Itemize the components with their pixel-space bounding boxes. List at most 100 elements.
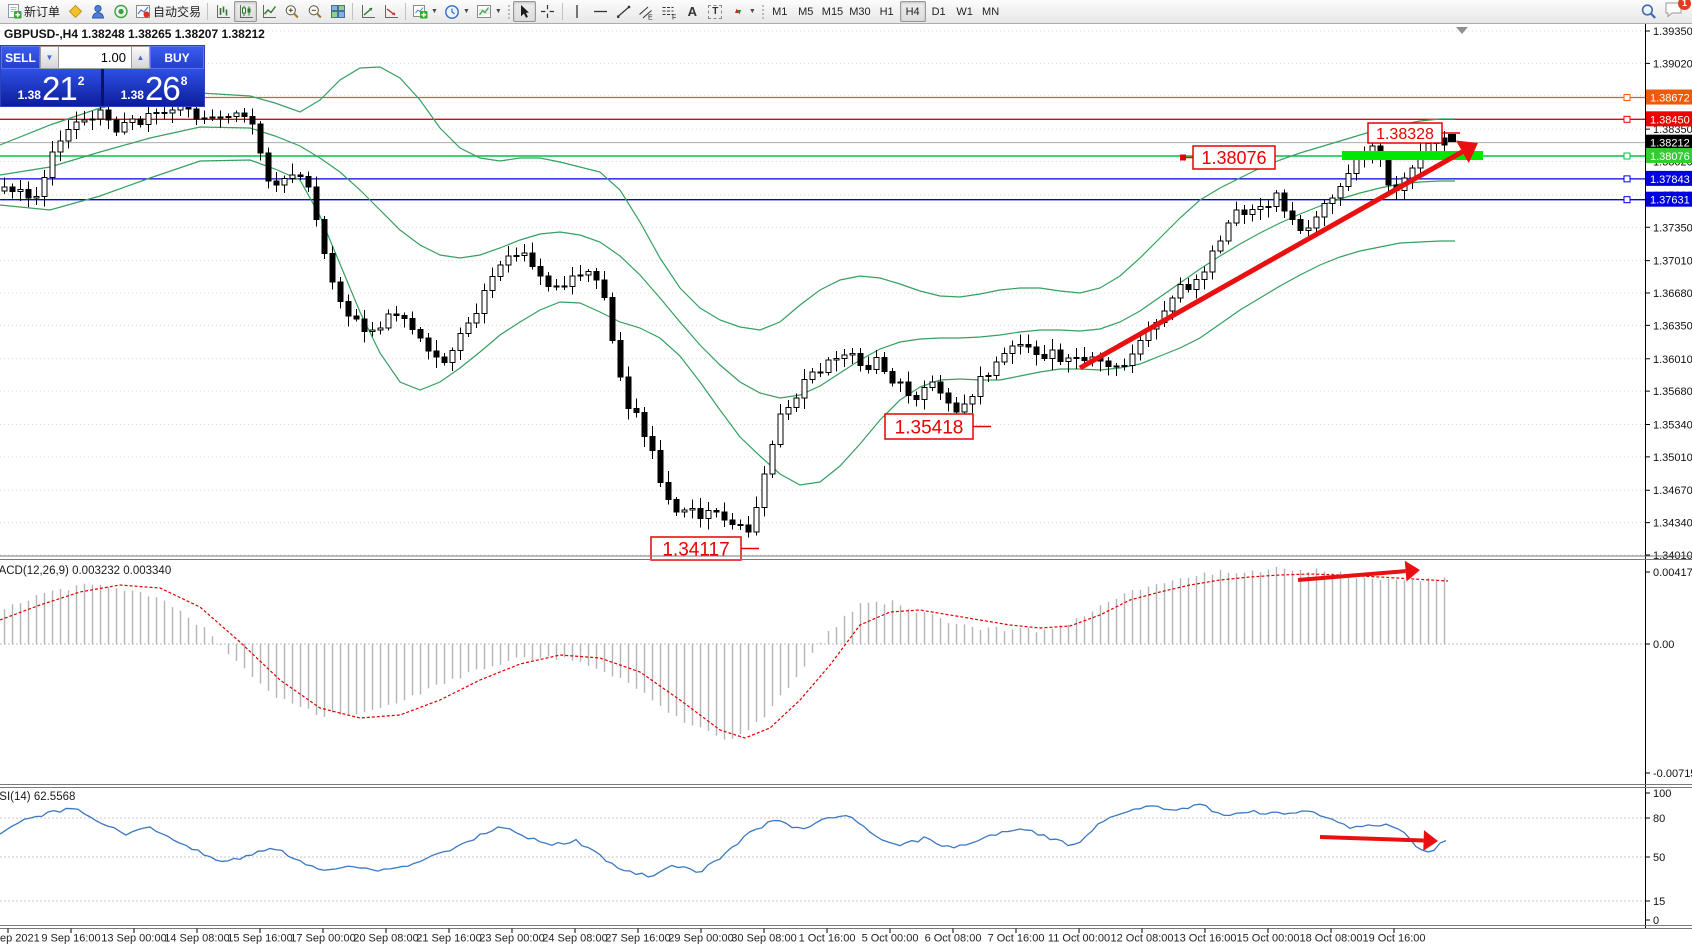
svg-text:1.38076: 1.38076: [1201, 148, 1266, 168]
chat-button[interactable]: 1: [1664, 0, 1691, 23]
svg-text:1.37010: 1.37010: [1653, 256, 1692, 268]
rsi-indicator-label: RSI(14) 62.5568: [0, 791, 75, 803]
svg-text:1.38212: 1.38212: [1650, 138, 1690, 150]
timeframe-button-MN[interactable]: MN: [982, 5, 1000, 18]
templates-button[interactable]: ▼: [473, 1, 505, 22]
svg-text:21 Sep 16:00: 21 Sep 16:00: [416, 933, 481, 945]
text-label-tool[interactable]: T: [704, 1, 727, 22]
depth-of-market-button[interactable]: [379, 1, 402, 22]
svg-text:14 Sep 08:00: 14 Sep 08:00: [164, 933, 229, 945]
sell-price-big: 21: [41, 70, 78, 107]
buy-price-quote[interactable]: 1.38 26 8: [104, 69, 204, 106]
candlestick-chart-button[interactable]: [234, 1, 258, 22]
periods-button[interactable]: ▼: [441, 1, 473, 22]
trendline-tool[interactable]: [612, 1, 635, 22]
bollinger-bands: [0, 66, 1455, 486]
svg-text:80: 80: [1653, 813, 1665, 825]
volume-decrease-button[interactable]: ▼: [40, 46, 59, 69]
vertical-line-tool[interactable]: [566, 1, 589, 22]
svg-text:1.38350: 1.38350: [1653, 124, 1692, 136]
fibonacci-icon: F: [662, 6, 677, 20]
svg-text:E: E: [648, 14, 653, 20]
bar-chart-button[interactable]: [211, 1, 234, 22]
arrows-tool-button[interactable]: ▼: [727, 1, 759, 22]
svg-text:17 Sep 00:00: 17 Sep 00:00: [290, 933, 355, 945]
timeframe-button-M5[interactable]: M5: [798, 5, 814, 18]
zoom-in-button[interactable]: [280, 1, 303, 22]
volume-input[interactable]: [59, 46, 131, 69]
timeframe-button-M15[interactable]: M15: [821, 5, 844, 18]
sell-button[interactable]: SELL: [1, 46, 40, 69]
tile-windows-button[interactable]: [326, 1, 349, 22]
styler-button[interactable]: [63, 1, 86, 22]
svg-text:1.38672: 1.38672: [1650, 93, 1690, 105]
toolbar-grip[interactable]: [760, 4, 765, 19]
svg-text:100: 100: [1653, 788, 1671, 800]
new-order-icon: [8, 4, 22, 19]
chart-annotations: [1078, 27, 1483, 371]
auto-trading-icon: [136, 5, 151, 18]
zoom-out-button[interactable]: [303, 1, 326, 22]
strategy-tester-button[interactable]: [356, 1, 379, 22]
text-tool[interactable]: A: [681, 1, 704, 22]
macd-indicator-label: MACD(12,26,9) 0.003232 0.003340: [0, 565, 171, 577]
svg-text:1.35418: 1.35418: [895, 417, 964, 438]
new-chart-button[interactable]: ▼: [409, 1, 441, 22]
signals-button[interactable]: [109, 1, 132, 22]
timeframe-button-M30[interactable]: M30: [849, 5, 871, 18]
price-callouts: 1.38328 1.38076 1.35418 1.34117: [650, 122, 1460, 561]
svg-text:1.34117: 1.34117: [662, 539, 729, 560]
svg-text:11 Oct 00:00: 11 Oct 00:00: [1048, 933, 1110, 945]
timeframe-button-H1[interactable]: H1: [879, 5, 894, 18]
template-icon: [476, 5, 491, 18]
auto-trading-label: 自动交易: [153, 5, 202, 19]
chevron-down-icon: ▼: [462, 8, 470, 15]
buy-button[interactable]: BUY: [150, 46, 204, 69]
svg-text:1.34340: 1.34340: [1653, 518, 1692, 530]
panel-separators: [0, 555, 1692, 929]
svg-text:0.00: 0.00: [1653, 639, 1674, 651]
new-order-button[interactable]: 新订单: [3, 1, 63, 22]
svg-text:ep 2021: ep 2021: [0, 933, 40, 945]
line-chart-icon: [262, 5, 276, 18]
candlestick-chart-icon: [239, 5, 253, 18]
sell-price-quote[interactable]: 1.38 21 2: [1, 69, 101, 106]
timeframe-button-M1[interactable]: M1: [772, 5, 788, 18]
toolbar-separator: [405, 3, 407, 20]
svg-text:1.35340: 1.35340: [1653, 420, 1692, 432]
timeframe-button-D1[interactable]: D1: [931, 5, 946, 18]
timeframe-button-H4[interactable]: H4: [899, 1, 926, 22]
toolbar-separator: [352, 3, 354, 20]
toolbar-grip[interactable]: [506, 4, 511, 19]
svg-text:50: 50: [1653, 852, 1665, 864]
svg-text:0.004177: 0.004177: [1653, 567, 1692, 579]
svg-text:15 Sep 16:00: 15 Sep 16:00: [227, 933, 292, 945]
fibonacci-tool[interactable]: F: [658, 1, 681, 22]
svg-text:15: 15: [1653, 896, 1665, 908]
signal-icon: [113, 4, 128, 19]
toolbar-separator: [207, 3, 209, 20]
notification-badge: 1: [1678, 0, 1691, 10]
chevron-down-icon: ▼: [494, 8, 502, 15]
zoom-out-icon: [308, 4, 322, 18]
horizontal-line-tool[interactable]: [589, 1, 612, 22]
expert-button[interactable]: [86, 1, 109, 22]
volume-increase-button[interactable]: ▲: [131, 46, 150, 69]
svg-text:1.36010: 1.36010: [1653, 354, 1692, 366]
auto-trading-button[interactable]: 自动交易: [132, 1, 204, 22]
timeframe-button-W1[interactable]: W1: [956, 5, 973, 18]
main-toolbar: 新订单 自动交易: [0, 0, 1692, 24]
svg-text:18 Oct 08:00: 18 Oct 08:00: [1300, 933, 1363, 945]
equidistant-channel-tool[interactable]: E: [635, 1, 658, 22]
svg-text:1.37631: 1.37631: [1650, 195, 1690, 207]
search-icon[interactable]: [1640, 3, 1658, 20]
text-tool-icon: A: [687, 4, 698, 19]
line-chart-button[interactable]: [257, 1, 280, 22]
svg-text:1.35680: 1.35680: [1653, 386, 1692, 398]
crosshair-tool-button[interactable]: [536, 1, 559, 22]
svg-text:1.36680: 1.36680: [1653, 288, 1692, 300]
horizontal-line-icon: [593, 10, 607, 13]
cursor-tool-button[interactable]: [512, 1, 536, 22]
price-gridlines: [0, 30, 1645, 556]
